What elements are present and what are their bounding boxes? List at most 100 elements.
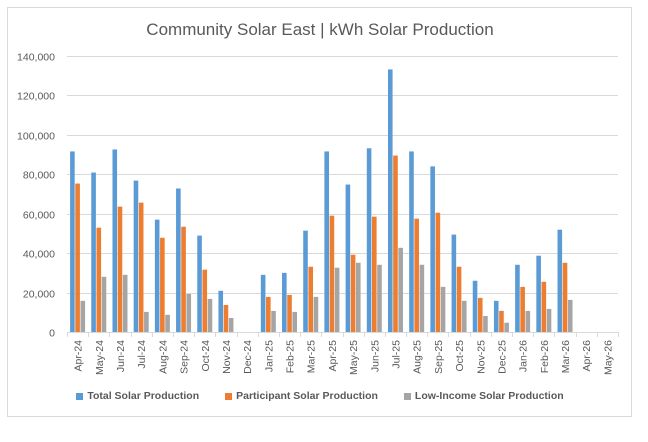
bar-total-solar-production-jan-25 — [260, 274, 266, 332]
legend-swatch — [76, 392, 84, 400]
bar-total-solar-production-aug-25 — [409, 151, 414, 332]
bar-low-income-solar-production-nov-25 — [483, 316, 488, 332]
x-tick-label: Jul-25 — [390, 340, 402, 369]
x-tick-label: Apr-26 — [581, 340, 593, 372]
bar-participant-solar-production-aug-25 — [414, 218, 419, 332]
bar-total-solar-production-apr-25 — [324, 151, 330, 332]
x-tick-label: Apr-24 — [73, 340, 85, 372]
bar-low-income-solar-production-dec-25 — [504, 322, 509, 332]
gridlines — [67, 56, 618, 294]
bar-low-income-solar-production-mar-25 — [313, 296, 319, 332]
bar-low-income-solar-production-oct-25 — [461, 300, 467, 332]
bar-participant-solar-production-dec-25 — [499, 310, 504, 332]
y-tick-label: 0 — [49, 328, 55, 340]
bar-total-solar-production-sep-24 — [176, 188, 181, 332]
y-tick-label: 60,000 — [23, 210, 55, 222]
bar-participant-solar-production-sep-25 — [435, 212, 441, 332]
bars — [70, 69, 573, 333]
x-tick-label: Dec-24 — [242, 340, 254, 374]
x-tick-label: Feb-25 — [285, 340, 297, 373]
bar-total-solar-production-feb-25 — [282, 272, 287, 332]
legend: Total Solar Production Participant Solar … — [0, 390, 640, 402]
bar-low-income-solar-production-nov-24 — [228, 318, 234, 332]
x-tick-label: Apr-25 — [327, 340, 339, 372]
bar-low-income-solar-production-may-25 — [355, 262, 361, 332]
x-tick-label: Oct-25 — [454, 340, 466, 372]
bar-participant-solar-production-jul-25 — [393, 155, 398, 332]
bar-participant-solar-production-apr-25 — [329, 215, 335, 332]
legend-label: Low-Income Solar Production — [414, 390, 564, 402]
legend-label: Participant Solar Production — [236, 390, 378, 402]
x-tick-label: Sep-25 — [433, 340, 445, 374]
bar-low-income-solar-production-mar-26 — [567, 299, 573, 332]
x-tick-label: Aug-24 — [157, 340, 169, 374]
x-tick-label: Sep-24 — [179, 340, 191, 374]
y-tick-label: 140,000 — [17, 52, 55, 64]
bar-participant-solar-production-sep-24 — [181, 226, 186, 332]
y-tick-label: 80,000 — [23, 170, 55, 182]
bar-participant-solar-production-jun-24 — [117, 206, 123, 332]
bar-low-income-solar-production-feb-26 — [546, 308, 552, 332]
bar-total-solar-production-jul-25 — [387, 69, 393, 333]
bar-participant-solar-production-mar-25 — [308, 266, 314, 332]
bar-low-income-solar-production-apr-25 — [334, 267, 340, 332]
x-tick-label: Jun-25 — [369, 340, 381, 372]
bar-low-income-solar-production-feb-25 — [292, 311, 298, 332]
bar-total-solar-production-sep-25 — [430, 166, 435, 332]
x-tick-label: Nov-25 — [475, 340, 487, 374]
bar-total-solar-production-apr-24 — [70, 151, 75, 332]
bar-low-income-solar-production-may-24 — [101, 276, 107, 332]
x-tick-label: Jan-26 — [518, 340, 530, 372]
bar-low-income-solar-production-aug-24 — [165, 314, 170, 332]
bar-low-income-solar-production-jan-25 — [271, 310, 276, 332]
x-tick-label: Jan-25 — [263, 340, 275, 372]
bar-participant-solar-production-jan-25 — [266, 296, 271, 332]
x-tick-label: Oct-24 — [200, 340, 212, 372]
bar-low-income-solar-production-oct-24 — [207, 298, 213, 332]
bar-total-solar-production-aug-24 — [154, 219, 160, 332]
bar-total-solar-production-mar-25 — [303, 230, 308, 332]
bar-total-solar-production-may-25 — [345, 184, 351, 332]
x-tick-label: May-25 — [348, 340, 360, 375]
bar-participant-solar-production-oct-24 — [202, 269, 208, 332]
bar-total-solar-production-jul-24 — [133, 180, 139, 332]
bar-participant-solar-production-mar-26 — [562, 262, 568, 332]
bar-total-solar-production-oct-24 — [197, 235, 202, 332]
bar-low-income-solar-production-jun-24 — [122, 274, 128, 332]
x-tick-label: May-26 — [602, 340, 614, 375]
bar-low-income-solar-production-sep-25 — [440, 286, 446, 332]
legend-item: Total Solar Production — [76, 390, 199, 402]
bar-participant-solar-production-may-24 — [96, 227, 102, 332]
y-tick-label: 20,000 — [23, 289, 55, 301]
bar-total-solar-production-jun-24 — [112, 149, 118, 332]
bar-total-solar-production-feb-26 — [536, 255, 541, 332]
bar-total-solar-production-nov-24 — [218, 290, 224, 332]
bar-total-solar-production-jan-26 — [515, 264, 520, 332]
legend-swatch — [403, 392, 411, 400]
bar-low-income-solar-production-apr-24 — [80, 300, 86, 332]
x-tick-label: Aug-25 — [412, 340, 424, 374]
bar-participant-solar-production-jun-25 — [371, 216, 377, 332]
bar-low-income-solar-production-aug-25 — [419, 264, 425, 332]
x-tick-label: Jun-24 — [115, 340, 127, 372]
bar-total-solar-production-nov-25 — [472, 280, 478, 332]
legend-label: Total Solar Production — [87, 390, 200, 402]
y-tick-label: 40,000 — [23, 249, 55, 261]
bar-participant-solar-production-nov-25 — [477, 297, 483, 332]
bar-participant-solar-production-apr-24 — [75, 183, 80, 332]
x-tick-label: Nov-24 — [221, 340, 233, 374]
bar-total-solar-production-may-24 — [91, 172, 96, 332]
bar-participant-solar-production-oct-25 — [456, 266, 462, 332]
legend-item: Low-Income Solar Production — [403, 390, 564, 402]
y-tick-label: 100,000 — [17, 131, 55, 143]
chart-title: Community Solar East | kWh Solar Product… — [146, 20, 494, 39]
bar-low-income-solar-production-jul-24 — [144, 311, 149, 332]
x-tick-label: Jul-24 — [136, 340, 148, 369]
legend-swatch — [225, 392, 233, 400]
bar-participant-solar-production-aug-24 — [160, 237, 165, 332]
x-axis: Apr-24 May-24 Jun-24 Jul-24 Aug-24 Sep-24 Oct-… — [67, 332, 619, 375]
x-tick-label: May-24 — [94, 340, 106, 375]
bar-participant-solar-production-jul-24 — [138, 202, 144, 332]
y-axis-ticks: 0 20,000 40,000 60,000 80,000 100,000 120,000 1… — [17, 52, 55, 340]
